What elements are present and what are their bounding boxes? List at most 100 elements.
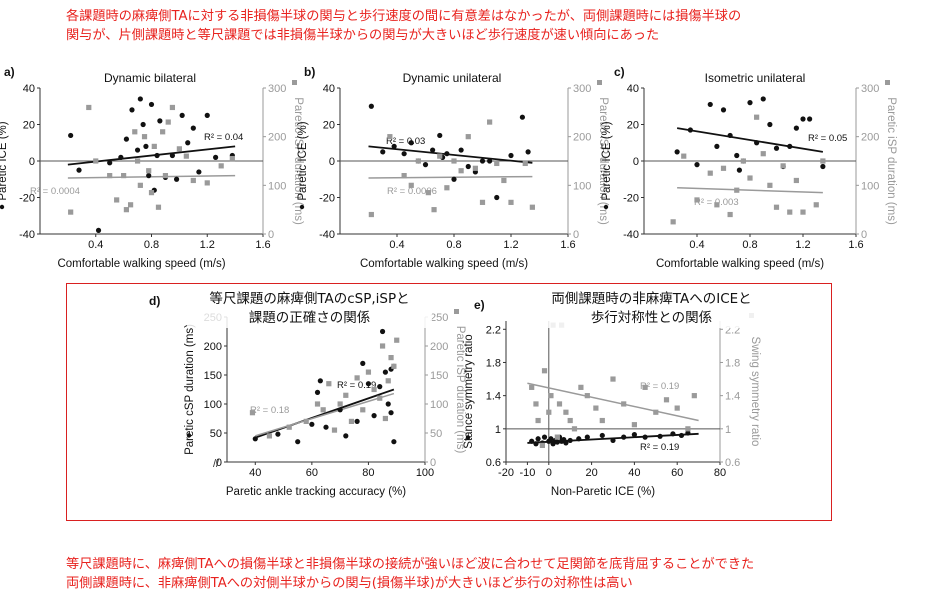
data-point-gray bbox=[734, 187, 740, 193]
chart-title: Dynamic bilateral bbox=[104, 71, 196, 85]
summary-note-top-line-2: 関与が、片側課題時と等尺課題では非損傷半球からの関与が大きいほど歩行速度が速い傾… bbox=[66, 28, 660, 43]
x-tick-label: 100 bbox=[416, 467, 434, 479]
r2-label-black: R² = 0.05 bbox=[808, 133, 847, 144]
data-point-gray bbox=[331, 427, 338, 433]
y-tick-label-right: 0 bbox=[861, 229, 867, 241]
data-point-gray bbox=[408, 182, 414, 188]
legend-marker-circle bbox=[603, 204, 609, 210]
data-point-gray bbox=[162, 173, 169, 179]
data-point-gray bbox=[107, 173, 113, 179]
data-point-gray bbox=[360, 407, 366, 413]
y-tick-label-left: 20 bbox=[323, 120, 335, 132]
data-point-gray bbox=[539, 442, 545, 449]
y-tick-label-right: 200 bbox=[268, 132, 286, 144]
fit-line-gray bbox=[368, 175, 533, 179]
data-point-black bbox=[694, 162, 700, 168]
r2-label-black: R² = 0.19 bbox=[640, 442, 679, 453]
data-point-gray bbox=[494, 160, 500, 167]
data-point-gray bbox=[720, 165, 727, 171]
data-point-gray bbox=[487, 119, 493, 125]
data-point-gray bbox=[137, 182, 143, 188]
data-point-black bbox=[360, 360, 366, 366]
data-point-black bbox=[204, 112, 210, 118]
data-point-black bbox=[800, 116, 806, 122]
x-tick-label: 80 bbox=[714, 467, 726, 479]
panel-e-title: 両側課題時の非麻痺TAへのICEと 歩行対称性との関係 bbox=[534, 290, 769, 328]
y-tick-label-left: 0.6 bbox=[486, 457, 501, 469]
y-tick-label-right: 0 bbox=[430, 457, 436, 469]
fit-line-gray bbox=[255, 392, 395, 437]
data-point-gray bbox=[394, 337, 400, 343]
data-point-gray bbox=[141, 134, 148, 140]
data-point-gray bbox=[529, 204, 535, 210]
data-point-black bbox=[508, 152, 514, 159]
data-point-gray bbox=[160, 129, 166, 135]
y-tick-label-right: 100 bbox=[268, 180, 286, 192]
data-point-gray bbox=[385, 378, 391, 384]
data-point-black bbox=[599, 432, 605, 439]
data-point-black bbox=[563, 440, 569, 446]
data-point-gray bbox=[121, 173, 127, 179]
data-point-gray bbox=[190, 177, 196, 184]
x-tick-label: 20 bbox=[585, 467, 597, 479]
data-point-gray bbox=[681, 153, 687, 159]
y-tick-label-right: 250 bbox=[430, 312, 448, 324]
data-point-black bbox=[793, 125, 799, 131]
data-point-gray bbox=[134, 158, 141, 164]
data-point-gray bbox=[554, 434, 560, 440]
y-tick-label-left: 50 bbox=[210, 428, 222, 440]
data-point-black bbox=[365, 381, 372, 387]
data-point-gray bbox=[533, 401, 539, 407]
data-point-gray bbox=[793, 177, 799, 184]
data-point-black bbox=[76, 167, 82, 173]
summary-note-top: 各課題時の麻痺側TAに対する非損傷半球の関与と歩行速度の間に有意差はなかったが、… bbox=[66, 7, 741, 45]
data-point-gray bbox=[303, 418, 309, 424]
r2-label-gray: R² = 0.18 bbox=[250, 405, 289, 416]
data-point-gray bbox=[348, 418, 355, 424]
y-tick-label-right: 300 bbox=[268, 83, 286, 95]
data-point-gray bbox=[813, 202, 819, 208]
data-point-gray bbox=[401, 173, 407, 179]
legend-marker-circle bbox=[465, 435, 471, 440]
data-point-black bbox=[179, 112, 185, 118]
data-point-gray bbox=[465, 134, 471, 140]
x-tick-label: 0.4 bbox=[88, 239, 103, 251]
r2-label-gray: R² = 0.0006 bbox=[387, 186, 437, 197]
x-tick-label: 1.2 bbox=[795, 239, 810, 251]
data-point-black bbox=[720, 107, 727, 113]
data-point-gray bbox=[343, 392, 349, 398]
data-point-black bbox=[377, 384, 383, 390]
data-point-gray bbox=[546, 409, 552, 415]
data-point-black bbox=[371, 413, 377, 419]
data-point-gray bbox=[68, 209, 74, 215]
data-point-black bbox=[529, 438, 535, 444]
data-point-gray bbox=[326, 381, 332, 387]
legend-marker-circle bbox=[186, 433, 192, 438]
data-point-black bbox=[610, 437, 616, 444]
data-point-gray bbox=[183, 153, 189, 159]
data-point-black bbox=[465, 163, 471, 170]
panel-d-title: 等尺課題の麻痺側TAのcSP,iSPと 課題の正確さの関係 bbox=[187, 290, 432, 328]
data-point-gray bbox=[599, 417, 605, 424]
data-point-black bbox=[118, 154, 124, 160]
data-point-gray bbox=[593, 405, 599, 411]
data-point-black bbox=[185, 140, 191, 146]
data-point-black bbox=[734, 152, 740, 159]
data-point-black bbox=[535, 436, 541, 442]
legend-marker-square bbox=[885, 80, 890, 85]
y-tick-label-right: 100 bbox=[861, 180, 879, 192]
data-point-black bbox=[354, 418, 360, 424]
data-point-gray bbox=[567, 417, 573, 424]
y-axis-label-right: Paretic iSP duration (ms) bbox=[597, 97, 609, 225]
data-point-gray bbox=[522, 160, 528, 167]
data-point-black bbox=[760, 96, 766, 102]
y-tick-label-right: 0.6 bbox=[725, 457, 740, 469]
data-point-gray bbox=[663, 397, 670, 403]
y-tick-label-right: 1.4 bbox=[725, 391, 740, 403]
data-point-gray bbox=[670, 219, 676, 225]
data-point-black bbox=[727, 132, 733, 139]
y-axis-label-left: Paretic ICE (%) bbox=[297, 121, 309, 200]
data-point-gray bbox=[114, 197, 120, 203]
x-tick-label: 0 bbox=[546, 467, 552, 479]
data-point-gray bbox=[204, 180, 210, 186]
